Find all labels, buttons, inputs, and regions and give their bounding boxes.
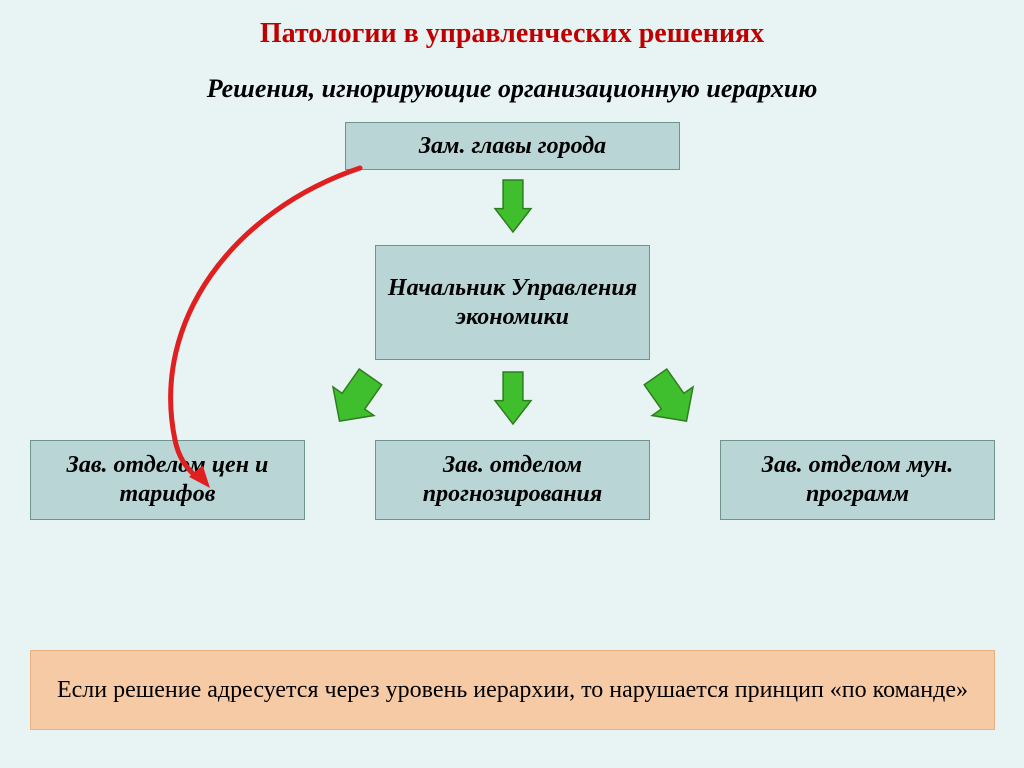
node-forecast-dept: Зав. отделом прогнозирования (375, 440, 650, 520)
node-program-dept: Зав. отделом мун. программ (720, 440, 995, 520)
node-price-dept: Зав. отделом цен и тарифов (30, 440, 305, 520)
slide-subtitle: Решения, игнорирующие организационную ие… (0, 73, 1024, 104)
node-deputy-head: Зам. главы города (345, 122, 680, 170)
node-econ-chief: Начальник Управления экономики (375, 245, 650, 360)
slide-title: Патологии в управленческих решениях (0, 17, 1024, 51)
footer-note: Если решение адресуется через уровень ие… (30, 650, 995, 730)
